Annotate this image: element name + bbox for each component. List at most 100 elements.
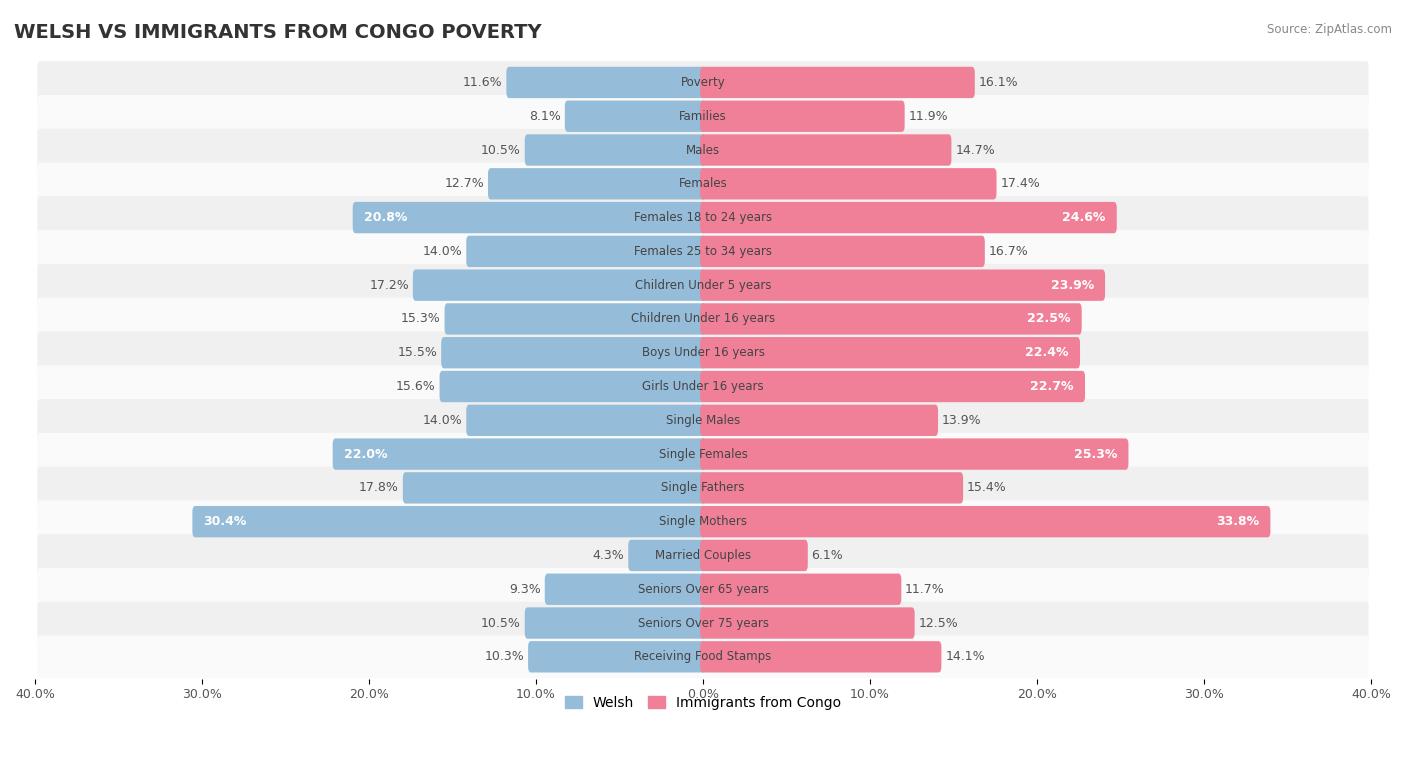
FancyBboxPatch shape: [700, 236, 984, 267]
Text: Source: ZipAtlas.com: Source: ZipAtlas.com: [1267, 23, 1392, 36]
FancyBboxPatch shape: [700, 337, 1080, 368]
FancyBboxPatch shape: [544, 574, 706, 605]
Text: 15.3%: 15.3%: [401, 312, 441, 325]
FancyBboxPatch shape: [38, 298, 1368, 340]
Text: 14.0%: 14.0%: [423, 414, 463, 427]
FancyBboxPatch shape: [38, 230, 1368, 273]
Legend: Welsh, Immigrants from Congo: Welsh, Immigrants from Congo: [560, 690, 846, 715]
Text: 22.4%: 22.4%: [1025, 346, 1069, 359]
Text: Children Under 5 years: Children Under 5 years: [634, 279, 772, 292]
FancyBboxPatch shape: [700, 405, 938, 436]
FancyBboxPatch shape: [700, 134, 952, 166]
Text: 22.0%: 22.0%: [344, 447, 388, 461]
FancyBboxPatch shape: [333, 438, 706, 470]
Text: 13.9%: 13.9%: [942, 414, 981, 427]
FancyBboxPatch shape: [700, 168, 997, 199]
FancyBboxPatch shape: [38, 602, 1368, 644]
FancyBboxPatch shape: [440, 371, 706, 402]
FancyBboxPatch shape: [700, 67, 974, 98]
FancyBboxPatch shape: [38, 264, 1368, 306]
FancyBboxPatch shape: [193, 506, 706, 537]
FancyBboxPatch shape: [38, 162, 1368, 205]
Text: 23.9%: 23.9%: [1050, 279, 1094, 292]
FancyBboxPatch shape: [700, 540, 808, 571]
Text: 16.7%: 16.7%: [988, 245, 1028, 258]
Text: 22.7%: 22.7%: [1031, 380, 1074, 393]
FancyBboxPatch shape: [700, 303, 1081, 334]
FancyBboxPatch shape: [38, 500, 1368, 543]
Text: Poverty: Poverty: [681, 76, 725, 89]
FancyBboxPatch shape: [529, 641, 706, 672]
Text: Boys Under 16 years: Boys Under 16 years: [641, 346, 765, 359]
FancyBboxPatch shape: [38, 399, 1368, 442]
FancyBboxPatch shape: [524, 134, 706, 166]
Text: Males: Males: [686, 143, 720, 156]
FancyBboxPatch shape: [700, 270, 1105, 301]
Text: Girls Under 16 years: Girls Under 16 years: [643, 380, 763, 393]
Text: 14.7%: 14.7%: [955, 143, 995, 156]
FancyBboxPatch shape: [38, 331, 1368, 374]
Text: Families: Families: [679, 110, 727, 123]
Text: 15.5%: 15.5%: [398, 346, 437, 359]
Text: 25.3%: 25.3%: [1074, 447, 1118, 461]
FancyBboxPatch shape: [700, 371, 1085, 402]
FancyBboxPatch shape: [565, 101, 706, 132]
FancyBboxPatch shape: [38, 534, 1368, 577]
FancyBboxPatch shape: [441, 337, 706, 368]
FancyBboxPatch shape: [38, 467, 1368, 509]
FancyBboxPatch shape: [700, 438, 1129, 470]
Text: 9.3%: 9.3%: [509, 583, 541, 596]
Text: 10.5%: 10.5%: [481, 616, 522, 630]
Text: 10.5%: 10.5%: [481, 143, 522, 156]
Text: WELSH VS IMMIGRANTS FROM CONGO POVERTY: WELSH VS IMMIGRANTS FROM CONGO POVERTY: [14, 23, 541, 42]
FancyBboxPatch shape: [467, 405, 706, 436]
Text: 15.6%: 15.6%: [396, 380, 436, 393]
FancyBboxPatch shape: [700, 472, 963, 503]
FancyBboxPatch shape: [700, 506, 1271, 537]
Text: 14.0%: 14.0%: [423, 245, 463, 258]
Text: 17.8%: 17.8%: [359, 481, 399, 494]
Text: 24.6%: 24.6%: [1062, 211, 1105, 224]
FancyBboxPatch shape: [38, 568, 1368, 610]
Text: 8.1%: 8.1%: [529, 110, 561, 123]
Text: 30.4%: 30.4%: [204, 515, 247, 528]
Text: 10.3%: 10.3%: [485, 650, 524, 663]
Text: 17.4%: 17.4%: [1000, 177, 1040, 190]
FancyBboxPatch shape: [444, 303, 706, 334]
FancyBboxPatch shape: [700, 574, 901, 605]
FancyBboxPatch shape: [38, 61, 1368, 104]
Text: 11.7%: 11.7%: [905, 583, 945, 596]
FancyBboxPatch shape: [506, 67, 706, 98]
Text: Receiving Food Stamps: Receiving Food Stamps: [634, 650, 772, 663]
Text: Seniors Over 65 years: Seniors Over 65 years: [637, 583, 769, 596]
Text: 20.8%: 20.8%: [364, 211, 408, 224]
FancyBboxPatch shape: [38, 129, 1368, 171]
Text: 11.6%: 11.6%: [463, 76, 502, 89]
Text: Single Males: Single Males: [666, 414, 740, 427]
FancyBboxPatch shape: [38, 433, 1368, 475]
FancyBboxPatch shape: [467, 236, 706, 267]
FancyBboxPatch shape: [700, 101, 904, 132]
Text: 6.1%: 6.1%: [811, 549, 844, 562]
FancyBboxPatch shape: [38, 95, 1368, 137]
Text: Single Mothers: Single Mothers: [659, 515, 747, 528]
FancyBboxPatch shape: [353, 202, 706, 233]
Text: 16.1%: 16.1%: [979, 76, 1018, 89]
Text: 4.3%: 4.3%: [593, 549, 624, 562]
FancyBboxPatch shape: [413, 270, 706, 301]
FancyBboxPatch shape: [402, 472, 706, 503]
Text: Children Under 16 years: Children Under 16 years: [631, 312, 775, 325]
Text: 11.9%: 11.9%: [908, 110, 948, 123]
Text: 22.5%: 22.5%: [1026, 312, 1070, 325]
Text: Females 18 to 24 years: Females 18 to 24 years: [634, 211, 772, 224]
FancyBboxPatch shape: [628, 540, 706, 571]
FancyBboxPatch shape: [38, 196, 1368, 239]
FancyBboxPatch shape: [700, 607, 915, 639]
Text: 33.8%: 33.8%: [1216, 515, 1260, 528]
Text: 14.1%: 14.1%: [945, 650, 984, 663]
Text: Married Couples: Married Couples: [655, 549, 751, 562]
FancyBboxPatch shape: [700, 641, 942, 672]
Text: Seniors Over 75 years: Seniors Over 75 years: [637, 616, 769, 630]
FancyBboxPatch shape: [38, 365, 1368, 408]
Text: 17.2%: 17.2%: [370, 279, 409, 292]
